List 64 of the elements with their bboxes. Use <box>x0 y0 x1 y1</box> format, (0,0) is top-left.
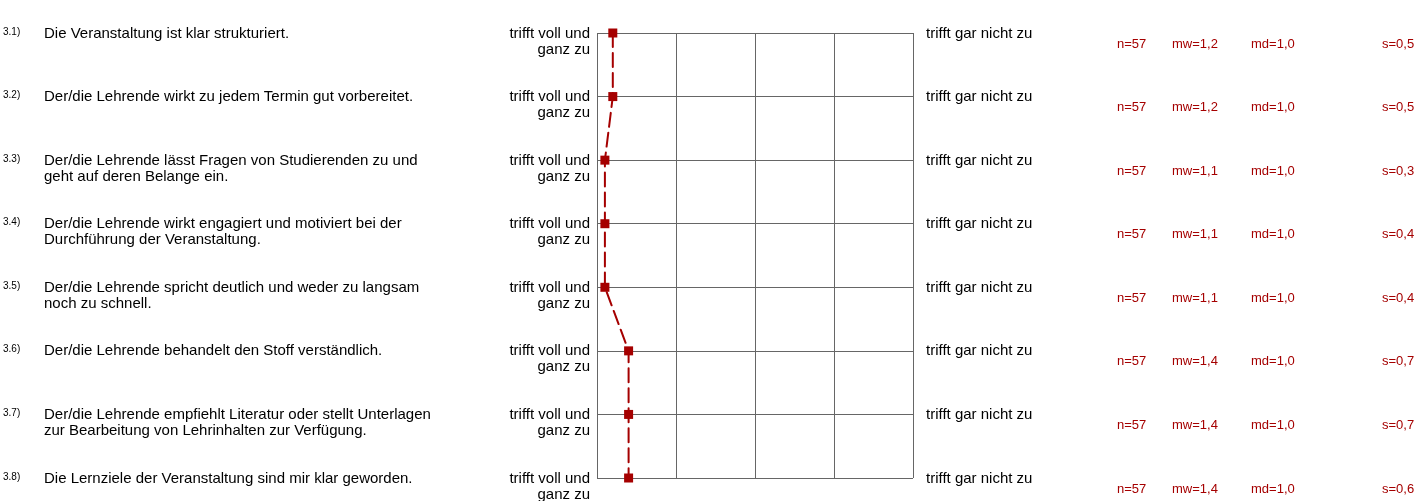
text: 3.1) <box>3 25 21 37</box>
y-tick-label: Der/die Lehrende wirkt engagiert und motiviert bei der Durchführung der Veranstaltung. <box>44 214 406 248</box>
data-label: mw=1,4 <box>1172 353 1218 369</box>
text: trifft gar nicht zu <box>926 341 1033 359</box>
text: trifft gar nicht zu <box>926 23 1033 41</box>
text: 3.2) <box>3 89 21 101</box>
text: n=57 <box>1117 353 1147 369</box>
text: 3.6) <box>3 343 21 355</box>
text: md=1,0 <box>1251 416 1295 432</box>
text: s=0,3 <box>1382 162 1415 178</box>
text: trifft voll und ganz zu <box>509 23 590 57</box>
data-label: mw=1,4 <box>1172 480 1218 496</box>
text: n=57 <box>1117 416 1147 432</box>
text: 3.3) <box>3 152 21 164</box>
text: 3.4) <box>3 216 21 228</box>
text: trifft voll und ganz zu <box>509 150 590 184</box>
text: s=0,5 <box>1382 35 1415 51</box>
text: trifft gar nicht zu <box>926 468 1033 486</box>
text: trifft voll und ganz zu <box>509 468 590 501</box>
data-label: mw=1,4 <box>1172 416 1218 432</box>
y-tick-label: Der/die Lehrende wirkt zu jedem Termin gut vorbereitet. <box>44 87 414 105</box>
y-tick-label: Die Veranstaltung ist klar strukturiert. <box>44 23 290 41</box>
text: trifft gar nicht zu <box>926 87 1033 105</box>
text: trifft gar nicht zu <box>926 150 1033 168</box>
text: md=1,0 <box>1251 289 1295 305</box>
y-tick-label: Der/die Lehrende empfiehlt Literatur oder stellt Unterlagen zur Bearbeitung von Lehrinhalten zur Verfügung. <box>44 404 436 438</box>
text: n=57 <box>1117 162 1147 178</box>
text: trifft voll und ganz zu <box>509 341 590 375</box>
text: md=1,0 <box>1251 162 1295 178</box>
text: s=0,6 <box>1382 480 1415 496</box>
data-label: mw=1,1 <box>1172 162 1218 178</box>
data-label: mw=1,1 <box>1172 226 1218 242</box>
text: trifft voll und ganz zu <box>509 87 590 121</box>
data-label: mw=1,2 <box>1172 99 1218 115</box>
text: trifft gar nicht zu <box>926 277 1033 295</box>
y-tick-label: Die Lernziele der Veranstaltung sind mir klar geworden. <box>44 468 413 486</box>
text: n=57 <box>1117 226 1147 242</box>
text: trifft gar nicht zu <box>926 214 1033 232</box>
text: s=0,5 <box>1382 99 1415 115</box>
text: s=0,7 <box>1382 416 1415 432</box>
data-label: mw=1,2 <box>1172 35 1218 51</box>
data-label: mw=1,1 <box>1172 289 1218 305</box>
text: md=1,0 <box>1251 35 1295 51</box>
text: trifft voll und ganz zu <box>509 214 590 248</box>
text: s=0,4 <box>1382 226 1415 242</box>
text: md=1,0 <box>1251 226 1295 242</box>
y-tick-label: Der/die Lehrende behandelt den Stoff verständlich. <box>44 341 383 359</box>
text: trifft gar nicht zu <box>926 404 1033 422</box>
text: trifft voll und ganz zu <box>509 404 590 438</box>
y-tick-label: Der/die Lehrende lässt Fragen von Studierenden zu und geht auf deren Belange ein. <box>44 150 422 184</box>
text: n=57 <box>1117 480 1147 496</box>
text: n=57 <box>1117 289 1147 305</box>
text: s=0,4 <box>1382 289 1415 305</box>
text: s=0,7 <box>1382 353 1415 369</box>
text: md=1,0 <box>1251 353 1295 369</box>
text: 3.7) <box>3 406 21 418</box>
text: 3.5) <box>3 279 21 291</box>
text: 3.8) <box>3 470 21 482</box>
text: trifft voll und ganz zu <box>509 277 590 311</box>
text: n=57 <box>1117 35 1147 51</box>
text: n=57 <box>1117 99 1147 115</box>
text: md=1,0 <box>1251 480 1295 496</box>
text: md=1,0 <box>1251 99 1295 115</box>
y-tick-label: Der/die Lehrende spricht deutlich und weder zu langsam noch zu schnell. <box>44 277 424 311</box>
